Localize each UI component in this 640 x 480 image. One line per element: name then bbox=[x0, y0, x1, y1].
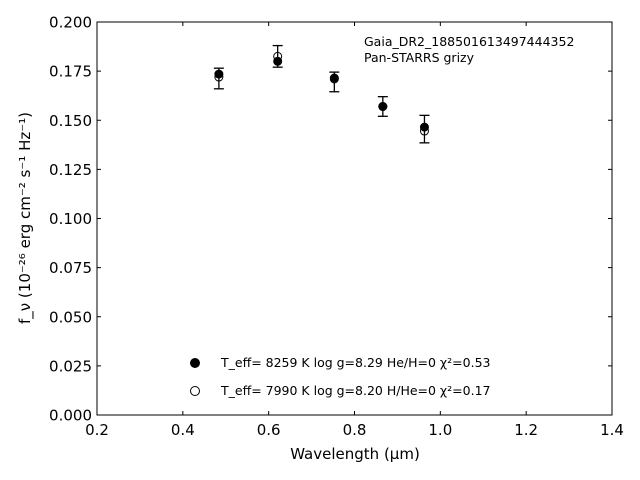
y-tick-label: 0.025 bbox=[49, 357, 92, 375]
x-tick-label: 1.0 bbox=[428, 421, 452, 439]
x-tick-label: 0.2 bbox=[85, 421, 109, 439]
x-axis-label: Wavelength (μm) bbox=[290, 445, 420, 463]
data-points bbox=[214, 51, 429, 136]
y-tick-label: 0.100 bbox=[49, 210, 92, 228]
y-ticks: 0.000 0.025 0.050 0.075 0.100 0.125 0.150 0.175… bbox=[49, 14, 612, 425]
data-point-filled bbox=[214, 69, 224, 79]
legend-label-2: T_eff= 7990 K log g=8.20 H/He=0 χ²=0.17 bbox=[220, 383, 490, 398]
x-tick-label: 0.4 bbox=[171, 421, 195, 439]
data-point-filled bbox=[273, 56, 283, 66]
legend-label-1: T_eff= 8259 K log g=8.29 He/H=0 χ²=0.53 bbox=[220, 355, 490, 370]
data-point-open bbox=[378, 101, 388, 111]
y-tick-label: 0.200 bbox=[49, 14, 92, 32]
plot-frame bbox=[96, 21, 613, 416]
y-axis-label: f_ν (10⁻²⁶ erg cm⁻² s⁻¹ Hz⁻¹) bbox=[16, 112, 35, 324]
y-tick-label: 0.050 bbox=[49, 308, 92, 326]
y-tick-label: 0.150 bbox=[49, 112, 92, 130]
x-tick-label: 1.4 bbox=[600, 421, 624, 439]
annotation-survey: Pan-STARRS grizy bbox=[364, 50, 475, 65]
x-tick-label: 0.6 bbox=[257, 421, 281, 439]
y-tick-label: 0.125 bbox=[49, 161, 92, 179]
legend-marker-filled bbox=[190, 358, 200, 368]
data-point-open bbox=[214, 72, 224, 82]
legend-marker-open bbox=[190, 386, 200, 396]
legend: T_eff= 8259 K log g=8.29 He/H=0 χ²=0.53 … bbox=[190, 355, 490, 398]
y-tick-label: 0.000 bbox=[49, 407, 92, 425]
x-ticks: 0.2 0.4 0.6 0.8 1.0 1.2 1.4 bbox=[85, 22, 624, 439]
data-point-open bbox=[329, 74, 339, 84]
data-point-open bbox=[273, 51, 283, 61]
annotation-object-id: Gaia_DR2_188501613497444352 bbox=[364, 34, 574, 49]
data-point-open bbox=[419, 126, 429, 136]
y-tick-label: 0.175 bbox=[49, 63, 92, 81]
x-tick-label: 0.8 bbox=[343, 421, 367, 439]
x-tick-label: 1.2 bbox=[514, 421, 538, 439]
y-tick-label: 0.075 bbox=[49, 259, 92, 277]
